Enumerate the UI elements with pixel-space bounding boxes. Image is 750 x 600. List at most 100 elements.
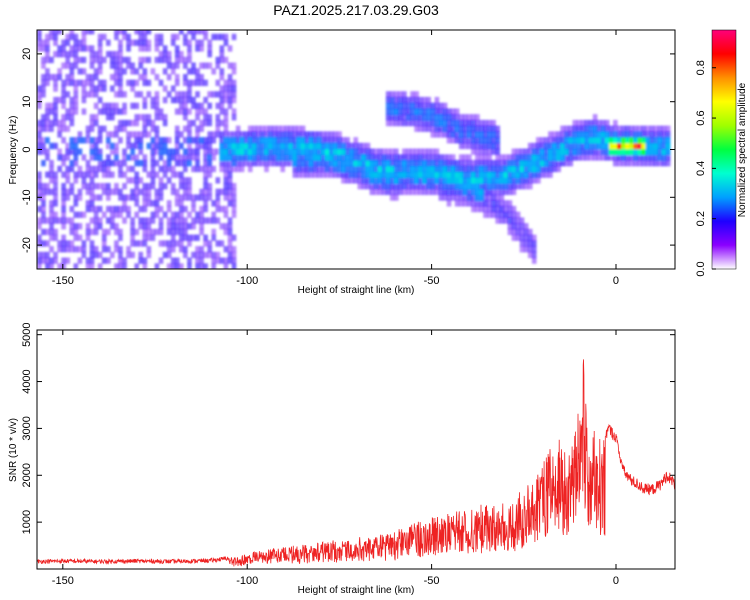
heatmap-cell-1160 — [239, 142, 245, 150]
heatmap-cell-1093 — [227, 251, 233, 259]
heatmap-cell-2158 — [645, 142, 651, 150]
heatmap-cell-1203 — [264, 137, 269, 144]
heatmap-cell-2030 — [572, 142, 578, 150]
heatmap-cell-1755 — [475, 183, 480, 190]
heatmap-cell-714 — [158, 33, 164, 41]
heatmap-cell-869 — [187, 137, 192, 144]
heatmap-cell-1318 — [325, 160, 330, 167]
heatmap-cell-1267 — [300, 171, 306, 178]
snr-series-line — [37, 359, 675, 567]
heatmap-cell-400 — [101, 79, 107, 87]
heatmap-cell-485 — [118, 91, 123, 98]
heatmap-cell-1444 — [385, 114, 391, 121]
heatmap-cell-1252 — [292, 154, 298, 161]
heatmap-cell-262 — [77, 56, 83, 64]
heatmap-cell-1663 — [450, 188, 456, 196]
heatmap-cell-1440 — [385, 160, 391, 167]
heatmap-cell-385 — [101, 257, 107, 264]
heatmap-cell-755 — [170, 246, 176, 253]
heatmap-cell-1412 — [373, 183, 379, 190]
heatmap-cell-1457 — [389, 148, 395, 155]
heatmap-cell-1427 — [381, 188, 387, 196]
heatmap-cell-172 — [65, 257, 71, 264]
heatmap-cell-725 — [162, 119, 168, 127]
heatmap-cell-1525 — [410, 154, 415, 161]
heatmap-cell-666 — [150, 102, 156, 110]
heatmap-cell-247 — [73, 33, 79, 41]
heatmap-cell-1945 — [527, 171, 533, 178]
heatmap-cell-1762 — [475, 142, 480, 150]
heatmap-cell-1343 — [337, 154, 342, 161]
heatmap-cell-1834 — [495, 217, 501, 224]
heatmap-cell-113 — [53, 171, 58, 178]
heatmap-cell-2162 — [649, 160, 655, 167]
heatmap-cell-483 — [118, 119, 123, 127]
colorbar-ticks: 0.00.20.40.60.8 — [695, 60, 716, 277]
heatmap-cell-445 — [114, 228, 119, 236]
heatmap-cell-1439 — [385, 165, 391, 173]
heatmap-cell-860 — [187, 211, 192, 218]
heatmap-cell-1099 — [227, 217, 233, 224]
heatmap-cell-2020 — [564, 125, 570, 132]
heatmap-cell-1613 — [434, 125, 440, 132]
heatmap-cell-210 — [69, 108, 75, 115]
heatmap-cell-1102 — [227, 188, 233, 196]
heatmap-cell-1219 — [272, 125, 277, 132]
heatmap-cell-1920 — [519, 177, 525, 184]
heatmap-cell-1401 — [365, 148, 371, 155]
heatmap-cell-2047 — [580, 125, 586, 132]
heatmap-cell-196 — [69, 240, 75, 247]
heatmap-cell-115 — [53, 119, 58, 127]
heatmap-cell-106 — [53, 217, 58, 224]
heatmap-cell-1841 — [495, 177, 501, 184]
heatmap-cell-1283 — [304, 131, 310, 138]
heatmap-cell-1618 — [434, 96, 440, 104]
heatmap-cell-1622 — [438, 177, 444, 184]
heatmap-cell-1925 — [519, 148, 525, 155]
heatmap-cell-393 — [101, 171, 107, 178]
heatmap-cell-245 — [73, 45, 79, 52]
heatmap-cell-274 — [81, 108, 87, 115]
heatmap-cell-873 — [187, 108, 192, 115]
heatmap-cell-640 — [146, 142, 152, 150]
heatmap-cell-1603 — [430, 102, 436, 110]
heatmap-cell-1674 — [450, 114, 456, 121]
heatmap-cell-1896 — [511, 171, 517, 178]
heatmap-cell-432 — [110, 142, 115, 150]
heatmap-cell-2032 — [572, 131, 578, 138]
heatmap-cell-1071 — [223, 183, 229, 190]
heatmap-cell-169 — [61, 51, 66, 58]
heatmap-cell-1821 — [491, 194, 496, 201]
heatmap-cell-83 — [49, 223, 54, 230]
heatmap-cell-32 — [41, 211, 46, 218]
heatmap-cell-38 — [41, 160, 46, 167]
heatmap-cell-132 — [57, 154, 62, 161]
heatmap-cell-767 — [170, 148, 176, 155]
heatmap-cell-29 — [41, 240, 46, 247]
heatmap-cell-872 — [187, 119, 192, 127]
heatmap-cell-1976 — [540, 142, 545, 150]
heatmap-cell-1152 — [235, 142, 241, 150]
heatmap-cell-2073 — [596, 142, 602, 150]
heatmap-cell-425 — [110, 217, 115, 224]
heatmap-cell-26 — [37, 30, 42, 35]
heatmap-cell-2016 — [564, 148, 570, 155]
heatmap-cell-2059 — [588, 137, 594, 144]
heatmap-cell-1986 — [548, 165, 553, 173]
heatmap-cell-894 — [191, 137, 196, 144]
heatmap-cell-161 — [61, 119, 66, 127]
heatmap-cell-2043 — [580, 148, 586, 155]
heatmap-cell-768 — [170, 96, 176, 104]
heatmap-cell-1969 — [536, 142, 541, 150]
heatmap-cell-630 — [146, 246, 152, 253]
heatmap-cell-745 — [166, 154, 172, 161]
heatmap-cell-862 — [187, 188, 192, 196]
heatmap-cell-1013 — [211, 137, 217, 144]
heatmap-cell-1403 — [369, 188, 375, 196]
heatmap-cell-1934 — [523, 165, 529, 173]
heatmap-cell-762 — [170, 188, 176, 196]
heatmap-cell-56 — [45, 240, 50, 247]
heatmap-cell-2070 — [592, 114, 598, 121]
heatmap-cell-1746 — [471, 137, 476, 144]
heatmap-cell-833 — [183, 205, 188, 213]
